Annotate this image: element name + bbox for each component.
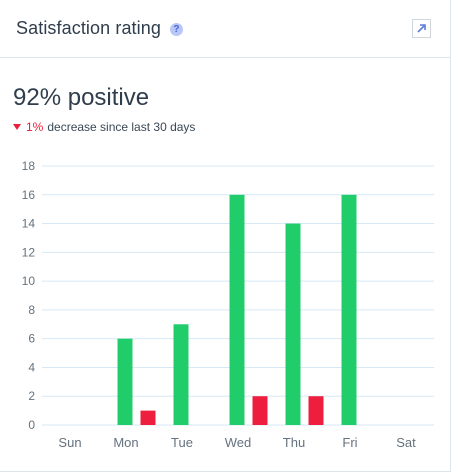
change-text: decrease since last 30 days [47, 120, 196, 134]
bar-positive [229, 194, 245, 425]
bar-negative [140, 410, 156, 425]
help-icon[interactable]: ? [169, 23, 183, 36]
x-tick-label: Sun [58, 435, 81, 450]
y-tick-label: 0 [28, 418, 35, 432]
y-tick-label: 4 [28, 360, 35, 374]
y-tick-label: 14 [22, 217, 36, 231]
x-tick-label: Sat [396, 435, 416, 450]
bar-positive [341, 194, 357, 425]
bar-positive [117, 338, 133, 425]
x-tick-label: Mon [113, 435, 138, 450]
metric-value: 92% [13, 84, 62, 111]
y-tick-label: 18 [22, 159, 36, 173]
x-tick-label: Tue [171, 435, 193, 450]
widget-title: Satisfaction rating [16, 18, 161, 38]
x-tick-label: Fri [342, 435, 357, 450]
change-value: 1% [26, 120, 44, 134]
y-tick-label: 12 [22, 245, 36, 259]
bar-chart: 0 2 4 6 8 10 12 14 16 18 Sun Mon Tue Wed Thu Fri Sat [22, 159, 434, 450]
metric-label: positive [67, 84, 150, 111]
expand-icon[interactable] [412, 19, 431, 38]
x-tick-label: Thu [283, 435, 305, 450]
bar-negative [252, 396, 268, 425]
x-tick-label: Wed [225, 435, 252, 450]
metric-summary: 92% positive [13, 84, 149, 112]
bar-positive [285, 223, 301, 425]
change-indicator: 1% decrease since last 30 days [13, 120, 195, 134]
bar-positive [173, 324, 189, 425]
y-tick-label: 6 [28, 332, 35, 346]
y-tick-label: 16 [22, 188, 36, 202]
y-tick-label: 8 [28, 303, 35, 317]
y-tick-label: 10 [22, 274, 36, 288]
decrease-triangle-icon [13, 124, 21, 130]
y-tick-label: 2 [28, 389, 35, 403]
bar-negative [308, 396, 324, 425]
widget-header: Satisfaction rating ? [0, 0, 450, 58]
